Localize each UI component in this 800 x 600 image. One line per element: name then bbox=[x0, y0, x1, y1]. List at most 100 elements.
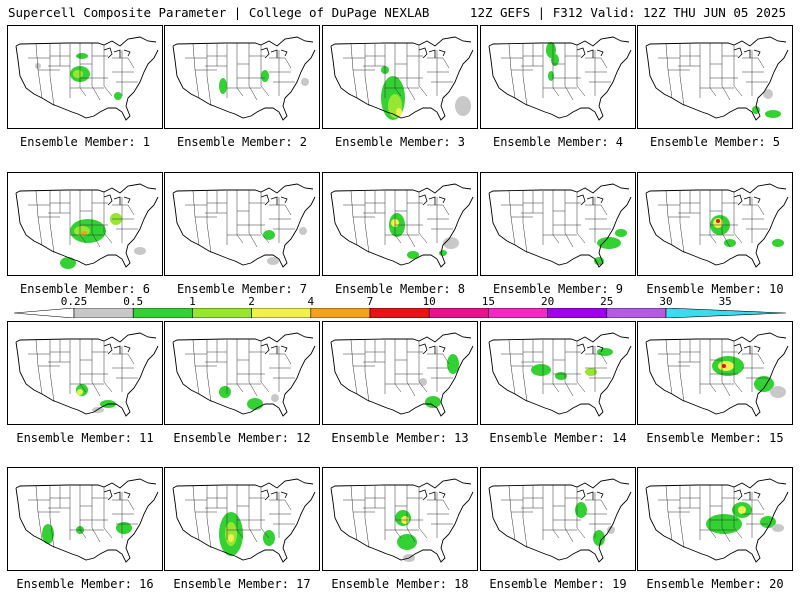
member-caption: Ensemble Member: 4 bbox=[492, 135, 624, 149]
scp-contour-fill bbox=[770, 386, 786, 398]
coastline bbox=[330, 478, 474, 563]
ensemble-map-panel bbox=[164, 25, 320, 129]
coastline bbox=[15, 478, 159, 563]
member-caption: Ensemble Member: 19 bbox=[489, 577, 627, 591]
scp-contour-fill bbox=[76, 53, 88, 59]
scp-contour-fill bbox=[271, 394, 279, 402]
great-lakes bbox=[418, 194, 446, 206]
ensemble-map-panel bbox=[322, 321, 478, 425]
colorbar-tick-label: 1 bbox=[189, 295, 196, 308]
conus-map bbox=[645, 183, 789, 268]
scp-contour-fill bbox=[73, 70, 83, 78]
scp-contour-fill bbox=[74, 226, 90, 236]
ensemble-map-panel bbox=[7, 467, 163, 571]
run-info: 12Z GEFS | F312 Valid: 12Z THU JUN 05 20… bbox=[469, 5, 786, 20]
conus-map bbox=[172, 36, 316, 121]
colorbar-tick-label: 0.25 bbox=[60, 295, 88, 308]
great-lakes bbox=[418, 489, 446, 501]
map-header: Supercell Composite Parameter | College … bbox=[0, 0, 800, 22]
member-caption: Ensemble Member: 16 bbox=[16, 577, 154, 591]
colorbar bbox=[14, 308, 786, 318]
scp-contour-fill bbox=[455, 96, 471, 116]
scp-contour-fill bbox=[738, 506, 746, 514]
conus-map bbox=[488, 332, 632, 417]
great-lakes bbox=[418, 47, 446, 59]
state-borders bbox=[343, 485, 453, 549]
great-lakes bbox=[103, 194, 131, 206]
great-lakes bbox=[576, 194, 604, 206]
colorbar-segment bbox=[132, 308, 193, 318]
ensemble-map-panel bbox=[480, 467, 636, 571]
scp-contour-fill bbox=[443, 237, 459, 249]
scp-contour-fill bbox=[585, 368, 597, 376]
conus-map bbox=[15, 478, 159, 563]
scp-contour-fill bbox=[706, 514, 742, 534]
scp-contour-fill bbox=[35, 63, 41, 69]
member-caption: Ensemble Member: 5 bbox=[649, 135, 781, 149]
coastline bbox=[488, 36, 632, 121]
state-borders bbox=[28, 43, 138, 107]
great-lakes bbox=[733, 343, 761, 355]
colorbar-tick-label: 20 bbox=[540, 295, 555, 308]
member-caption: Ensemble Member: 8 bbox=[334, 282, 466, 296]
member-caption: Ensemble Member: 12 bbox=[173, 431, 311, 445]
ensemble-map-panel bbox=[480, 25, 636, 129]
coastline bbox=[645, 183, 789, 268]
great-lakes bbox=[733, 489, 761, 501]
scp-contour-fill bbox=[396, 108, 402, 116]
member-caption: Ensemble Member: 3 bbox=[334, 135, 466, 149]
conus-map bbox=[645, 478, 789, 563]
scp-contour-fill bbox=[593, 530, 605, 546]
conus-map bbox=[172, 183, 316, 268]
member-caption: Ensemble Member: 14 bbox=[489, 431, 627, 445]
scp-contour-fill bbox=[772, 524, 784, 532]
state-borders bbox=[185, 339, 295, 403]
conus-map bbox=[488, 478, 632, 563]
scp-contour-fill bbox=[77, 389, 83, 395]
ensemble-map-panel bbox=[7, 172, 163, 276]
state-borders bbox=[501, 190, 611, 254]
colorbar-segment bbox=[547, 308, 608, 318]
scp-contour-fill bbox=[397, 534, 417, 550]
ensemble-map-panel bbox=[322, 25, 478, 129]
colorbar-tick-label: 2 bbox=[248, 295, 255, 308]
state-borders bbox=[185, 43, 295, 107]
member-caption: Ensemble Member: 13 bbox=[331, 431, 469, 445]
scp-contour-fill bbox=[772, 239, 784, 247]
conus-map bbox=[15, 183, 159, 269]
scp-contour-fill bbox=[763, 89, 773, 99]
great-lakes bbox=[103, 47, 131, 59]
scp-contour-fill bbox=[299, 227, 307, 235]
scp-contour-fill bbox=[114, 92, 122, 100]
scp-contour-fill bbox=[447, 354, 459, 374]
ensemble-map-panel bbox=[322, 172, 478, 276]
scp-contour-fill bbox=[134, 247, 146, 255]
scp-contour-fill bbox=[116, 522, 132, 534]
scp-contour-fill bbox=[615, 229, 627, 237]
scp-contour-fill bbox=[219, 386, 231, 398]
scp-contour-fill bbox=[60, 257, 76, 269]
great-lakes bbox=[260, 343, 288, 355]
state-borders bbox=[501, 339, 611, 403]
scp-contour-fill bbox=[546, 42, 556, 58]
ensemble-map-panel bbox=[637, 467, 793, 571]
colorbar-segment bbox=[665, 308, 786, 318]
coastline bbox=[15, 332, 159, 417]
state-borders bbox=[343, 190, 453, 254]
scp-contour-fill bbox=[722, 364, 726, 368]
scp-contour-fill bbox=[575, 502, 587, 518]
member-caption: Ensemble Member: 9 bbox=[492, 282, 624, 296]
member-caption: Ensemble Member: 6 bbox=[19, 282, 151, 296]
colorbar-low-arrow bbox=[14, 308, 75, 318]
conus-map bbox=[15, 332, 159, 417]
member-caption: Ensemble Member: 7 bbox=[176, 282, 308, 296]
scp-contour-fill bbox=[219, 78, 227, 94]
member-caption: Ensemble Member: 10 bbox=[646, 282, 784, 296]
member-caption: Ensemble Member: 1 bbox=[19, 135, 151, 149]
map-title: Supercell Composite Parameter | College … bbox=[8, 5, 430, 20]
state-borders bbox=[185, 485, 295, 549]
conus-map bbox=[330, 332, 474, 417]
great-lakes bbox=[260, 47, 288, 59]
scp-contour-fill bbox=[81, 231, 87, 235]
scp-contour-fill bbox=[716, 219, 720, 223]
